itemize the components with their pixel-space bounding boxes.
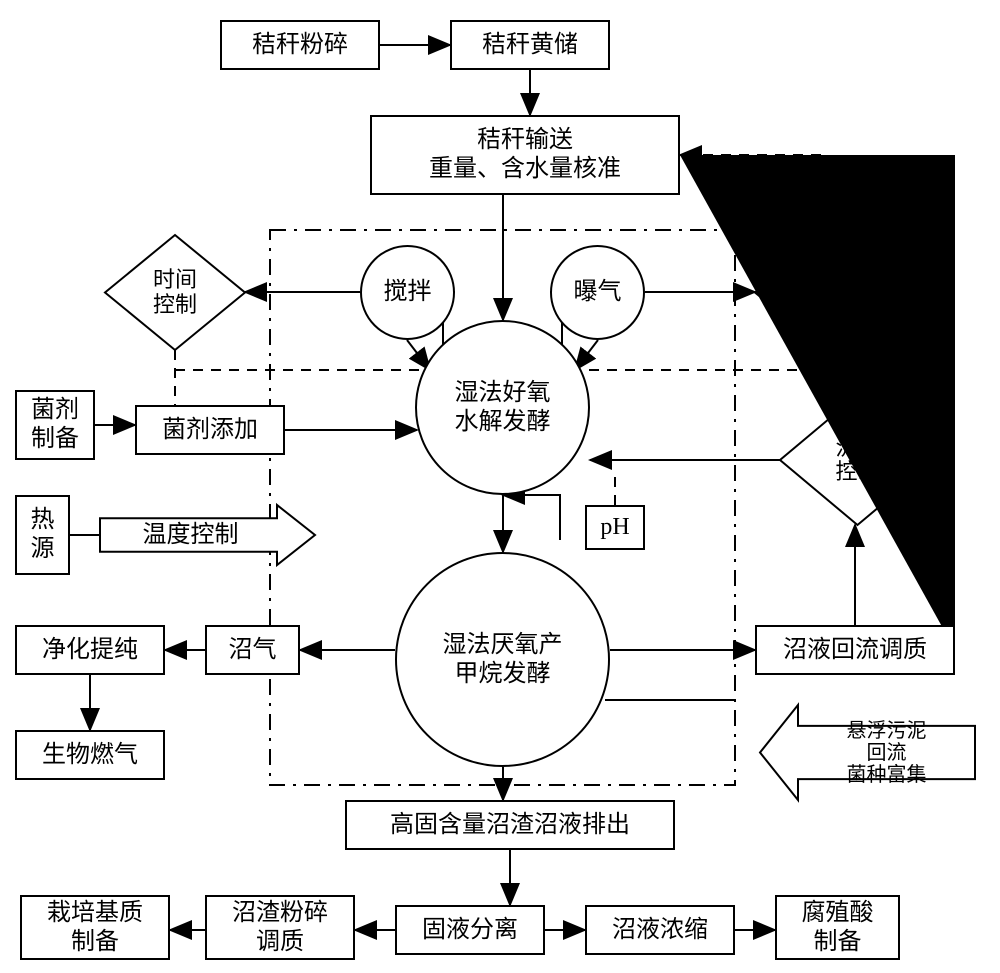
transport: 秸秆输送重量、含水量核准	[370, 115, 680, 195]
aerate: 曝气	[550, 245, 645, 340]
aerobic-label: 湿法好氧水解发酵	[455, 379, 551, 437]
heat: 热源	[15, 495, 70, 575]
transport-label: 秸秆输送重量、含水量核准	[429, 126, 621, 184]
concentrate-label: 沼液浓缩	[612, 916, 708, 945]
heat-label: 热源	[31, 506, 55, 564]
flow_ctrl: 流量控制	[780, 395, 935, 525]
crush_cond-label: 沼渣粉碎调质	[232, 899, 328, 957]
bact_prep: 菌剂制备	[15, 390, 95, 460]
bact_prep-label: 菌剂制备	[31, 396, 79, 454]
stir-label: 搅拌	[384, 278, 432, 307]
stir: 搅拌	[360, 245, 455, 340]
discharge-label: 高固含量沼渣沼液排出	[390, 811, 630, 840]
biogas: 沼气	[205, 625, 300, 675]
bact_add: 菌剂添加	[135, 405, 285, 455]
cultivate: 栽培基质制备	[20, 895, 170, 960]
temp_ctrl: 温度控制	[108, 518, 273, 552]
purify-label: 净化提纯	[42, 636, 138, 665]
temp_ctrl-label: 温度控制	[143, 522, 239, 548]
biofuel: 生物燃气	[15, 730, 165, 780]
sludge: 悬浮污泥回流菌种富集	[798, 705, 975, 800]
aerobic: 湿法好氧水解发酵	[415, 320, 590, 495]
discharge: 高固含量沼渣沼液排出	[345, 800, 675, 850]
concentrate: 沼液浓缩	[585, 905, 735, 955]
tc_right: 时间控制	[755, 235, 895, 350]
tc_left: 时间控制	[105, 235, 245, 350]
anaerobic-label: 湿法厌氧产甲烷发酵	[443, 631, 563, 689]
crush: 秸秆粉碎	[220, 20, 380, 70]
biofuel-label: 生物燃气	[42, 741, 138, 770]
ph: pH	[585, 505, 645, 550]
reflux: 沼液回流调质	[755, 625, 955, 675]
bact_add-label: 菌剂添加	[162, 416, 258, 445]
biogas-label: 沼气	[229, 636, 277, 665]
storage: 秸秆黄储	[450, 20, 610, 70]
sep: 固液分离	[395, 905, 545, 955]
sludge-label: 悬浮污泥回流菌种富集	[847, 720, 927, 786]
cultivate-label: 栽培基质制备	[47, 899, 143, 957]
humic: 腐殖酸制备	[775, 895, 900, 960]
anaerobic: 湿法厌氧产甲烷发酵	[395, 552, 610, 767]
storage-label: 秸秆黄储	[482, 31, 578, 60]
sep-label: 固液分离	[422, 916, 518, 945]
reflux-label: 沼液回流调质	[783, 636, 927, 665]
tc_left-label: 时间控制	[153, 268, 197, 316]
flow_ctrl-label: 流量控制	[835, 436, 879, 484]
purify: 净化提纯	[15, 625, 165, 675]
crush_cond: 沼渣粉碎调质	[205, 895, 355, 960]
ph-label: pH	[600, 513, 629, 542]
tc_right-label: 时间控制	[803, 268, 847, 316]
humic-label: 腐殖酸制备	[802, 899, 874, 957]
aerate-label: 曝气	[574, 278, 622, 307]
crush-label: 秸秆粉碎	[252, 31, 348, 60]
